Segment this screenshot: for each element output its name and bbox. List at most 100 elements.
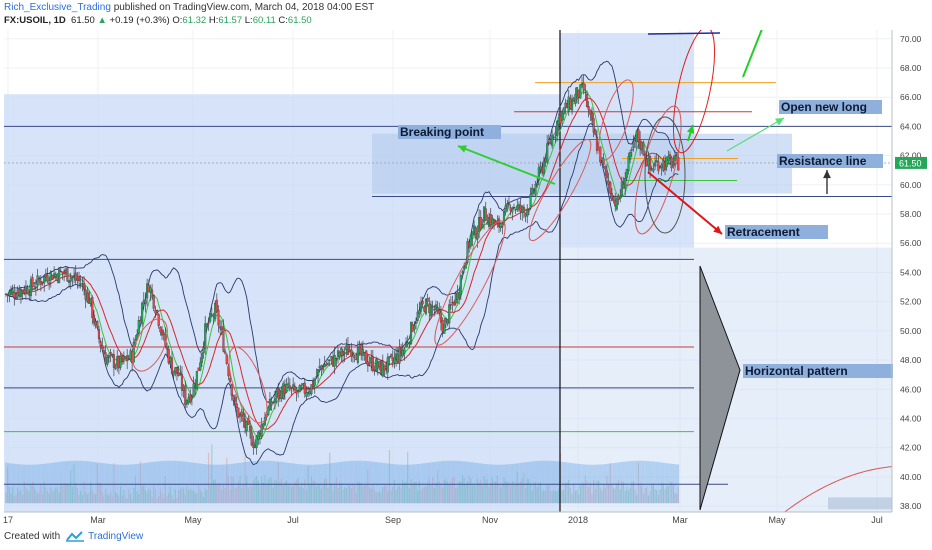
- candle-body: [403, 348, 406, 354]
- volume-area: [88, 461, 90, 504]
- volume-bar: [65, 483, 67, 504]
- volume-bar: [25, 488, 27, 504]
- volume-area: [109, 464, 112, 504]
- volume-area: [91, 461, 94, 504]
- volume-bar: [334, 485, 336, 504]
- volume-bar: [553, 490, 555, 504]
- candle-body: [34, 286, 37, 288]
- volume-area: [519, 462, 522, 504]
- volume-bar: [310, 476, 313, 504]
- volume-bar: [332, 490, 334, 504]
- y-tick-label: 44.00: [900, 414, 922, 424]
- footer: Created with TradingView: [4, 531, 143, 542]
- volume-area: [295, 463, 298, 504]
- volume-area: [541, 460, 543, 504]
- volume-bar: [425, 485, 427, 504]
- candle-body: [237, 407, 240, 418]
- volume-area: [262, 460, 265, 504]
- volume-bar: [506, 482, 508, 504]
- price-tag-box: [895, 156, 927, 169]
- candle-body: [464, 262, 467, 269]
- volume-bar: [204, 488, 206, 504]
- candle-body: [333, 355, 336, 367]
- y-tick-label: 62.00: [900, 151, 922, 161]
- volume-bar: [236, 487, 238, 504]
- volume-bar: [171, 494, 173, 504]
- volume-bar: [124, 497, 127, 504]
- volume-bar: [378, 490, 381, 504]
- candle-body: [351, 353, 354, 355]
- volume-bar: [533, 482, 535, 504]
- volume-bar: [239, 475, 241, 504]
- candle-body: [424, 299, 428, 314]
- volume-bar: [299, 486, 301, 504]
- volume-bar: [256, 476, 258, 504]
- volume-area: [373, 461, 376, 504]
- volume-bar: [651, 485, 653, 504]
- volume-bar: [111, 496, 113, 504]
- volume-bar: [96, 463, 98, 504]
- candle-body: [594, 130, 597, 135]
- volume-bar: [33, 486, 35, 504]
- volume-area: [187, 462, 190, 504]
- volume-area: [71, 460, 74, 504]
- volume-bar: [677, 486, 679, 504]
- candle-body: [574, 94, 577, 104]
- volume-bar: [422, 487, 424, 504]
- volume-area: [456, 460, 459, 504]
- ellipse-4: [528, 138, 592, 242]
- volume-bar: [486, 479, 488, 504]
- volume-area: [655, 461, 658, 504]
- volume-bar: [274, 479, 276, 504]
- volume-area: [86, 461, 89, 504]
- candle-body: [66, 267, 69, 282]
- volume-area: [420, 463, 422, 504]
- candle-body: [222, 327, 225, 352]
- volume-area: [388, 463, 391, 504]
- volume-area: [657, 462, 660, 504]
- volume-area: [244, 462, 246, 504]
- author-link[interactable]: Rich_Exclusive_Trading: [4, 2, 111, 13]
- volume-area: [189, 462, 192, 504]
- volume-bar: [451, 477, 454, 504]
- volume-bar: [544, 491, 547, 504]
- volume-bar: [95, 494, 97, 504]
- volume-area: [232, 463, 235, 504]
- volume-area: [46, 463, 49, 504]
- candle-body: [205, 324, 208, 328]
- volume-bar: [40, 484, 42, 504]
- volume-area: [186, 461, 188, 504]
- candlesticks: [4, 74, 680, 455]
- candle-body: [175, 366, 179, 374]
- volume-area: [68, 460, 70, 504]
- candle-body: [416, 311, 419, 321]
- volume-area: [443, 460, 446, 504]
- candle-body: [390, 354, 393, 357]
- volume-bar: [161, 493, 163, 504]
- volume-area: [69, 460, 72, 504]
- label-resistance-line: Resistance line: [779, 154, 867, 168]
- volume-bar: [35, 490, 37, 504]
- volume-bar: [319, 485, 321, 504]
- volume-area: [365, 461, 368, 504]
- candle-body: [677, 157, 680, 171]
- volume-area: [330, 463, 333, 504]
- candle-body: [605, 170, 608, 179]
- volume-bar: [420, 490, 422, 504]
- candle-body: [202, 347, 205, 353]
- candle-body: [192, 383, 195, 398]
- shade-breaking: [372, 133, 792, 194]
- volume-area: [624, 461, 626, 504]
- volume-bar: [327, 487, 329, 504]
- volume-area: [76, 460, 79, 504]
- candle-body: [195, 370, 198, 390]
- volume-area: [367, 461, 369, 504]
- volume-bar: [121, 495, 123, 504]
- tradingview-link[interactable]: TradingView: [66, 531, 143, 542]
- volume-bar: [461, 474, 464, 504]
- volume-bar: [43, 481, 45, 504]
- high-label: H:: [208, 15, 219, 26]
- volume-area: [146, 462, 148, 504]
- candle-body: [335, 358, 338, 360]
- volume-bar: [382, 487, 384, 504]
